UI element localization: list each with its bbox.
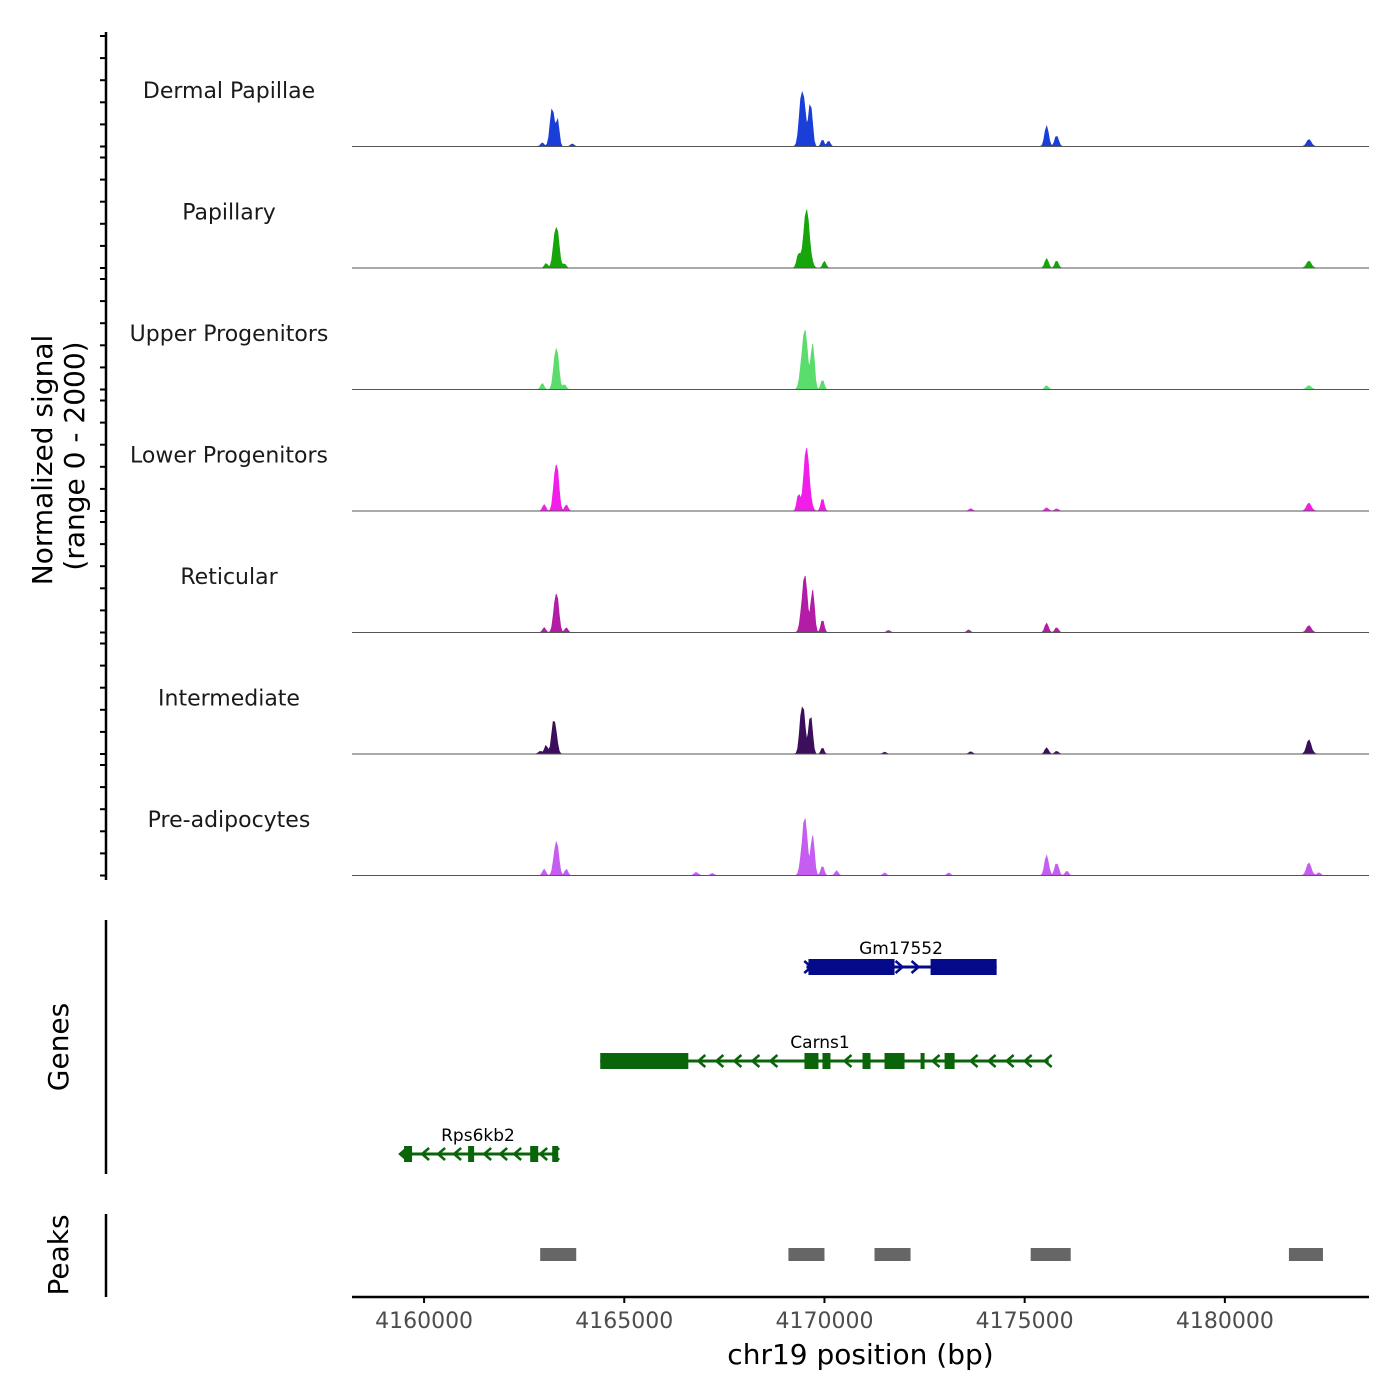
strand-arrow — [968, 1054, 979, 1068]
track-label: Upper Progenitors — [130, 322, 329, 347]
signal-track: Pre-adipocytes — [148, 808, 1369, 876]
gene-exon — [530, 1146, 539, 1162]
strand-arrow — [420, 1147, 430, 1161]
gene-exon — [804, 1053, 819, 1069]
strand-arrow — [930, 1054, 941, 1068]
strand-arrow — [1022, 1054, 1033, 1068]
strand-arrow — [498, 1147, 508, 1161]
gene-model: Rps6kb2 — [398, 1126, 561, 1162]
gene-exon — [468, 1146, 475, 1162]
signal-area — [532, 209, 1329, 269]
signal-area — [532, 575, 1329, 633]
track-label: Intermediate — [158, 687, 300, 712]
signal-track: Papillary — [182, 201, 1369, 269]
track-label: Papillary — [182, 201, 276, 226]
track-label: Dermal Papillae — [143, 79, 315, 104]
strand-arrow — [842, 1054, 853, 1068]
x-tick-label: 4180000 — [1176, 1309, 1274, 1334]
strand-arrow — [398, 1147, 408, 1161]
strand-arrow — [482, 1147, 492, 1161]
strand-arrow — [550, 1147, 561, 1161]
genes-axis-title: Genes — [42, 1003, 75, 1091]
signal-area — [532, 448, 1329, 512]
strand-arrow — [512, 1147, 522, 1161]
signal-tracks: Dermal Papillae Papillary Upper Progenitor… — [130, 79, 1369, 876]
gene-label: Rps6kb2 — [441, 1126, 515, 1146]
strand-arrow — [803, 960, 814, 974]
gene-exon — [822, 1053, 831, 1069]
signal-track: Upper Progenitors — [130, 322, 1369, 390]
peak-region — [1030, 1248, 1071, 1261]
peak-track — [540, 1248, 1323, 1261]
signal-area — [532, 90, 1329, 147]
strand-arrow — [1042, 1054, 1053, 1068]
strand-arrow — [436, 1147, 446, 1161]
x-tick-label: 4160000 — [375, 1309, 473, 1334]
gene-track: Gm17552 Carns1 Rps6kb2 — [398, 939, 1053, 1162]
gene-exon — [920, 1053, 925, 1069]
track-label: Reticular — [180, 565, 278, 590]
peaks-axis-title: Peaks — [42, 1214, 75, 1295]
signal-track: Dermal Papillae — [143, 79, 1369, 147]
gene-exon — [552, 1146, 559, 1162]
x-tick-label: 4165000 — [575, 1309, 673, 1334]
x-tick-label: 4170000 — [775, 1309, 873, 1334]
track-label: Pre-adipocytes — [148, 808, 311, 833]
signal-track: Intermediate — [158, 687, 1369, 755]
strand-arrow — [714, 1054, 725, 1068]
track-label: Lower Progenitors — [130, 444, 328, 469]
strand-arrow — [732, 1054, 743, 1068]
signal-area — [532, 330, 1329, 390]
gene-exon — [600, 1053, 689, 1069]
strand-arrow — [894, 960, 905, 974]
peak-region — [874, 1248, 911, 1261]
peak-region — [1288, 1248, 1323, 1261]
signal-track: Lower Progenitors — [130, 444, 1369, 512]
signal-area — [532, 706, 1329, 755]
gene-exon — [930, 959, 997, 975]
x-tick-label: 4175000 — [976, 1309, 1074, 1334]
strand-arrow — [538, 1147, 549, 1161]
strand-arrow — [986, 1054, 997, 1068]
signal-area — [532, 818, 1329, 876]
y-axis-title: Normalized signal — [26, 335, 59, 586]
gene-exon — [862, 1053, 871, 1069]
gene-label: Gm17552 — [859, 939, 943, 959]
signal-track: Reticular — [180, 565, 1369, 633]
axes: Normalized signal (range 0 - 2000) Genes Pe… — [26, 32, 1369, 1371]
gene-label: Carns1 — [790, 1033, 849, 1053]
gene-model: Gm17552 — [803, 939, 997, 975]
strand-arrow — [768, 1054, 779, 1068]
gene-exon — [808, 959, 895, 975]
gene-model: Carns1 — [600, 1033, 1053, 1069]
x-axis-title: chr19 position (bp) — [727, 1338, 993, 1371]
gene-exon — [404, 1146, 413, 1162]
strand-arrow — [910, 960, 921, 974]
gene-exon — [884, 1053, 905, 1069]
strand-arrow — [750, 1054, 761, 1068]
peak-region — [540, 1248, 577, 1261]
strand-arrow — [452, 1147, 462, 1161]
strand-arrow — [696, 1054, 707, 1068]
gene-exon — [944, 1053, 955, 1069]
y-axis-range: (range 0 - 2000) — [58, 341, 91, 570]
peak-region — [788, 1248, 825, 1261]
strand-arrow — [1004, 1054, 1015, 1068]
